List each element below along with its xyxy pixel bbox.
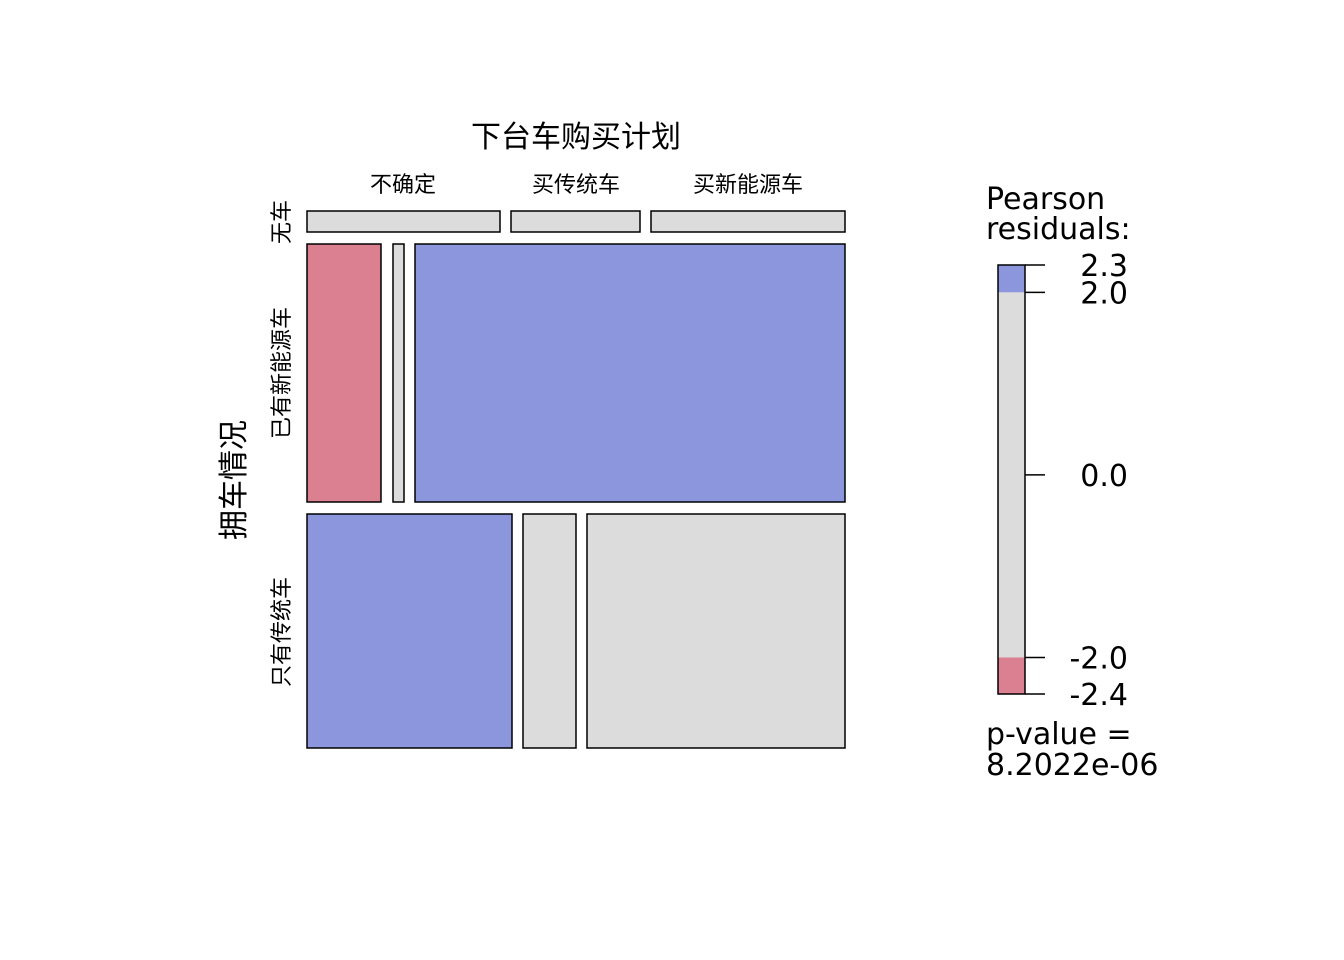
x-axis-title: 下台车购买计划 bbox=[471, 120, 681, 155]
tile-traditional-only-ev bbox=[586, 513, 846, 749]
legend-tick-label: 2.0 bbox=[1080, 276, 1128, 311]
pvalue-line1: p-value = bbox=[986, 717, 1132, 752]
column-label-uncertain: 不确定 bbox=[370, 173, 436, 198]
legend-tick-label: 0.0 bbox=[1080, 459, 1128, 494]
tile-has-ev-traditional bbox=[392, 243, 405, 503]
legend-segment-neutral bbox=[998, 292, 1025, 658]
tile-no-car-ev bbox=[650, 210, 846, 233]
pvalue-line2: 8.2022e-06 bbox=[986, 748, 1158, 783]
legend-color-bar bbox=[997, 264, 1026, 695]
y-axis-title: 拥车情况 bbox=[217, 420, 252, 540]
row-label-has-ev: 已有新能源车 bbox=[270, 307, 295, 439]
tile-no-car-uncertain bbox=[306, 210, 501, 233]
tile-no-car-traditional bbox=[510, 210, 641, 233]
legend-ticks: 2.32.0 0.0 -2.0-2.4 bbox=[1025, 249, 1128, 713]
legend-segment-negative bbox=[998, 657, 1025, 694]
legend-title-line1: Pearson bbox=[986, 182, 1105, 217]
legend-title-line2: residuals: bbox=[986, 212, 1131, 247]
tile-has-ev-ev bbox=[414, 243, 846, 503]
legend-tick-label: -2.0 bbox=[1069, 641, 1128, 676]
legend-tick-label: -2.4 bbox=[1069, 678, 1128, 713]
tile-traditional-only-uncertain bbox=[306, 513, 513, 749]
row-label-traditional-only: 只有传统车 bbox=[270, 577, 295, 687]
column-label-ev: 买新能源车 bbox=[693, 173, 803, 198]
tile-has-ev-uncertain bbox=[306, 243, 382, 503]
legend-bar-outline bbox=[997, 264, 1026, 695]
legend-segment-positive bbox=[998, 265, 1025, 293]
legend-tick-label: 2.3 bbox=[1080, 249, 1128, 284]
tile-traditional-only-traditional bbox=[522, 513, 577, 749]
row-label-no-car: 无车 bbox=[270, 200, 295, 244]
column-label-traditional: 买传统车 bbox=[532, 173, 620, 198]
